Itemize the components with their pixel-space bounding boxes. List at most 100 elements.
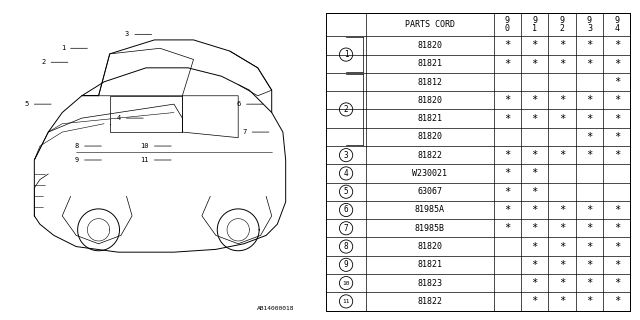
- Text: *: *: [586, 40, 593, 51]
- Text: *: *: [504, 150, 511, 160]
- Text: *: *: [532, 205, 538, 215]
- Text: 9
2: 9 2: [559, 16, 564, 33]
- Text: *: *: [559, 296, 565, 306]
- Text: 81820: 81820: [417, 242, 442, 251]
- Text: 10: 10: [342, 281, 350, 286]
- Text: *: *: [504, 59, 511, 69]
- Text: *: *: [559, 114, 565, 124]
- Text: *: *: [614, 77, 620, 87]
- Text: *: *: [532, 95, 538, 105]
- Text: *: *: [559, 223, 565, 233]
- Text: 1: 1: [61, 45, 65, 51]
- Text: 9: 9: [75, 157, 79, 163]
- Text: 6: 6: [344, 205, 348, 214]
- Text: *: *: [614, 296, 620, 306]
- Text: *: *: [532, 150, 538, 160]
- Text: *: *: [504, 187, 511, 197]
- Text: 1: 1: [344, 50, 348, 59]
- Text: *: *: [559, 242, 565, 252]
- Text: 5: 5: [24, 101, 29, 107]
- Text: *: *: [504, 223, 511, 233]
- Text: *: *: [586, 150, 593, 160]
- Text: *: *: [532, 296, 538, 306]
- Text: *: *: [586, 278, 593, 288]
- Text: *: *: [559, 260, 565, 270]
- Text: *: *: [614, 278, 620, 288]
- Text: *: *: [532, 59, 538, 69]
- Text: 9
3: 9 3: [587, 16, 592, 33]
- Text: 81820: 81820: [417, 132, 442, 141]
- Text: *: *: [532, 260, 538, 270]
- Text: *: *: [614, 205, 620, 215]
- Text: *: *: [532, 187, 538, 197]
- Text: 9: 9: [344, 260, 348, 269]
- Text: *: *: [586, 223, 593, 233]
- Text: 2: 2: [344, 105, 348, 114]
- Text: *: *: [586, 114, 593, 124]
- Text: 7: 7: [243, 129, 246, 135]
- Text: *: *: [586, 132, 593, 142]
- Text: *: *: [532, 168, 538, 179]
- Text: 81985A: 81985A: [415, 205, 445, 214]
- Text: 81823: 81823: [417, 279, 442, 288]
- Text: 9
4: 9 4: [614, 16, 620, 33]
- Text: 11: 11: [140, 157, 149, 163]
- Text: *: *: [586, 59, 593, 69]
- Text: *: *: [614, 223, 620, 233]
- Text: *: *: [532, 40, 538, 51]
- Text: AB14000018: AB14000018: [257, 306, 294, 311]
- Text: *: *: [614, 132, 620, 142]
- Text: *: *: [559, 150, 565, 160]
- Text: *: *: [559, 40, 565, 51]
- Text: 81820: 81820: [417, 96, 442, 105]
- Text: 2: 2: [41, 59, 45, 65]
- Text: 4: 4: [116, 115, 121, 121]
- Text: *: *: [532, 278, 538, 288]
- Text: 4: 4: [344, 169, 348, 178]
- Text: 11: 11: [342, 299, 350, 304]
- Text: *: *: [586, 296, 593, 306]
- Text: 81812: 81812: [417, 77, 442, 86]
- Text: *: *: [614, 95, 620, 105]
- Text: 81821: 81821: [417, 260, 442, 269]
- Text: 81820: 81820: [417, 41, 442, 50]
- Text: 3: 3: [344, 151, 348, 160]
- Text: 81821: 81821: [417, 59, 442, 68]
- Text: *: *: [532, 114, 538, 124]
- Text: *: *: [504, 95, 511, 105]
- Text: 9
0: 9 0: [505, 16, 510, 33]
- Text: *: *: [504, 205, 511, 215]
- Text: W230021: W230021: [412, 169, 447, 178]
- Text: *: *: [614, 59, 620, 69]
- Text: 10: 10: [140, 143, 149, 149]
- Text: *: *: [614, 114, 620, 124]
- Text: *: *: [532, 223, 538, 233]
- Text: 81821: 81821: [417, 114, 442, 123]
- Text: 63067: 63067: [417, 187, 442, 196]
- Text: *: *: [559, 95, 565, 105]
- Text: *: *: [614, 242, 620, 252]
- Text: *: *: [586, 205, 593, 215]
- Text: *: *: [586, 95, 593, 105]
- Text: *: *: [614, 150, 620, 160]
- Text: *: *: [614, 260, 620, 270]
- Text: 81822: 81822: [417, 297, 442, 306]
- Text: *: *: [559, 278, 565, 288]
- Text: 81822: 81822: [417, 151, 442, 160]
- Text: 7: 7: [344, 224, 348, 233]
- Text: *: *: [559, 205, 565, 215]
- Text: *: *: [614, 40, 620, 51]
- Text: *: *: [559, 59, 565, 69]
- Text: 3: 3: [125, 31, 129, 37]
- Text: *: *: [504, 114, 511, 124]
- Text: 6: 6: [237, 101, 241, 107]
- Text: *: *: [586, 260, 593, 270]
- Text: *: *: [504, 40, 511, 51]
- Text: *: *: [586, 242, 593, 252]
- Text: 9
1: 9 1: [532, 16, 537, 33]
- Text: 8: 8: [344, 242, 348, 251]
- Text: *: *: [532, 242, 538, 252]
- Text: *: *: [504, 168, 511, 179]
- Text: 81985B: 81985B: [415, 224, 445, 233]
- Text: PARTS CORD: PARTS CORD: [404, 20, 455, 29]
